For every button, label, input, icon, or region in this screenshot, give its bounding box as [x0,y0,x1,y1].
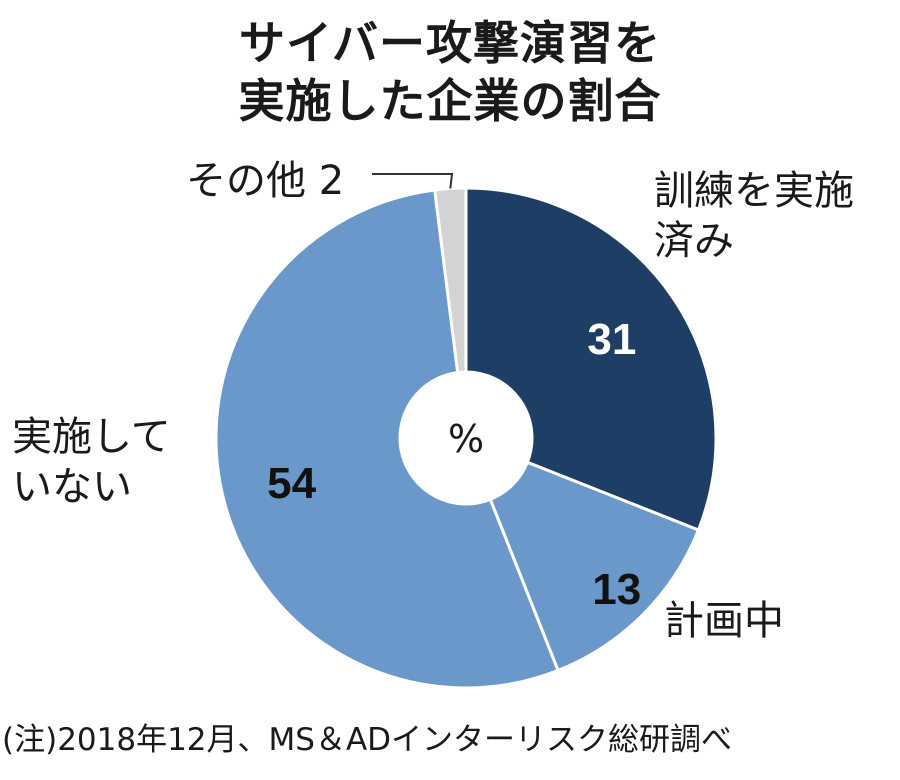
slice-label-not-done-line-2: いない [12,464,132,510]
value-label-not-done: 54 [267,459,316,508]
slice-not-done [214,188,560,690]
slice-label-trained-line-2: 済み [654,218,734,264]
slice-planning [488,460,701,673]
slice-label-not-done: 実施して いない [12,412,171,512]
slice-label-planning: 計画中 [664,598,784,644]
slice-label-other: その他 2 [186,158,345,204]
chart-title-line-1: サイバー攻撃演習を [238,16,662,70]
center-unit-label: % [448,417,484,461]
leader-line-other [372,173,454,189]
slice-label-trained-line-1: 訓練を実施 [654,168,854,214]
slice-label-trained: 訓練を実施 済み [654,166,854,266]
chart-title: サイバー攻撃演習を 実施した企業の割合 [0,14,900,130]
value-label-trained: 31 [587,315,636,364]
chart-title-line-2: 実施した企業の割合 [238,74,662,128]
slice-other [432,186,468,375]
value-label-planning: 13 [592,565,641,614]
source-note: (注)2018年12月、MS＆ADインターリスク総研調べ [2,722,733,758]
slice-label-not-done-line-1: 実施して [12,414,171,460]
slice-trained [464,186,718,532]
